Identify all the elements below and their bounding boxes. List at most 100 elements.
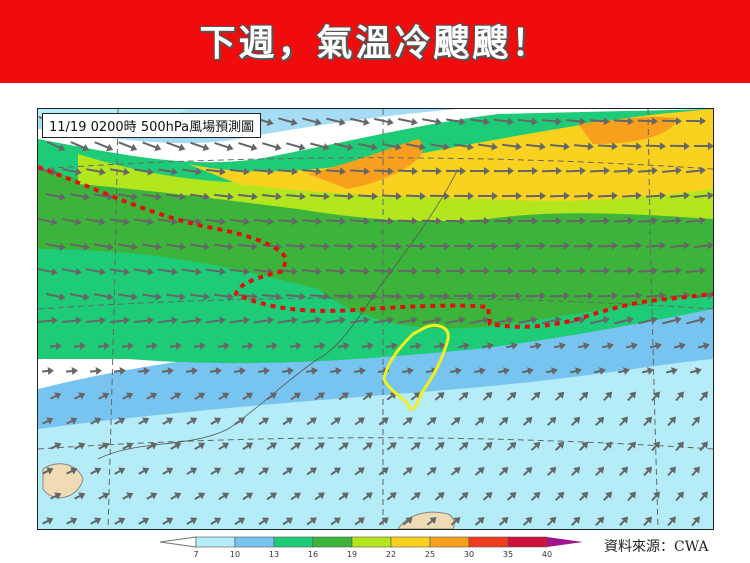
wind-arrow [691, 516, 700, 527]
wind-arrow [525, 241, 546, 250]
wind-arrow [234, 517, 246, 526]
wind-arrow [405, 292, 426, 301]
wind-arrow [142, 141, 162, 152]
wind-arrow [469, 167, 490, 176]
wind-arrow [354, 467, 365, 476]
wind-arrow [565, 266, 586, 275]
colorbar-tick-label: 25 [425, 550, 435, 559]
wind-arrow [41, 367, 54, 375]
wind-arrow [445, 316, 466, 325]
wind-arrow [517, 166, 538, 175]
wind-arrow [85, 167, 106, 176]
wind-arrow [229, 217, 250, 226]
wind-arrow [549, 142, 570, 151]
wind-arrow [42, 517, 54, 525]
wind-arrow [619, 416, 629, 427]
wind-arrow [493, 216, 514, 225]
wind-arrow [453, 242, 474, 251]
wind-arrow [257, 367, 270, 375]
wind-arrow [122, 392, 134, 400]
wind-arrow [450, 517, 461, 526]
wind-arrow [218, 392, 230, 401]
wind-arrows [38, 115, 713, 527]
wind-arrow [349, 267, 370, 276]
wind-arrow [213, 292, 234, 301]
wind-arrow [122, 442, 134, 450]
wind-arrow [373, 167, 394, 176]
wind-arrow [699, 441, 708, 452]
wind-arrow [170, 442, 182, 450]
wind-arrow [614, 316, 634, 325]
wind-arrow [189, 192, 210, 201]
wind-arrow [522, 416, 533, 426]
wind-arrow [619, 466, 629, 477]
wind-arrow [429, 242, 450, 251]
wind-arrow [157, 267, 178, 276]
wind-arrow [669, 241, 690, 250]
wind-arrow [637, 166, 658, 175]
wind-arrow [262, 142, 282, 151]
wind-arrow [571, 466, 581, 476]
wind-arrow [645, 191, 666, 200]
wind-arrow [453, 142, 474, 151]
wind-arrow [285, 192, 306, 201]
wind-arrow [498, 416, 509, 426]
wind-arrow [205, 167, 226, 176]
wind-arrow [546, 516, 557, 526]
wind-arrow [627, 441, 637, 452]
wind-arrow [141, 192, 162, 201]
wind-arrow [362, 392, 373, 401]
wind-arrow [478, 292, 498, 300]
wind-arrow [242, 392, 254, 401]
wind-arrow [397, 217, 418, 226]
wind-arrow [541, 266, 562, 275]
wind-arrow [641, 367, 654, 375]
colorbar-segment [195, 536, 236, 548]
wind-arrow [338, 392, 349, 401]
wind-arrow [133, 267, 154, 276]
wind-arrow [330, 467, 341, 476]
wind-arrow [325, 167, 346, 176]
wind-arrow [571, 516, 581, 526]
coastline [97, 168, 459, 460]
wind-arrow [565, 216, 586, 225]
wind-arrow [185, 367, 198, 375]
wind-arrow [493, 266, 514, 275]
wind-arrow [181, 316, 202, 325]
wind-arrow [498, 466, 509, 476]
wind-arrow [218, 442, 230, 451]
wind-arrow [90, 467, 102, 475]
wind-arrow [253, 167, 274, 176]
wind-arrow [579, 391, 589, 401]
wind-arrow [579, 491, 589, 501]
wind-arrow [699, 491, 708, 502]
wind-arrow [353, 367, 366, 375]
wind-arrow [357, 292, 378, 301]
wind-arrow [458, 442, 469, 451]
wind-arrow [597, 241, 618, 250]
colorbar-segment [234, 536, 275, 548]
wind-arrow [649, 342, 662, 350]
wind-arrow [133, 316, 154, 325]
wind-arrow [373, 217, 394, 226]
wind-arrow [549, 241, 570, 250]
wind-arrow [109, 316, 130, 325]
wind-arrow [474, 467, 485, 476]
wind-arrow [61, 267, 82, 276]
wind-arrow [458, 492, 469, 501]
wind-arrow [85, 316, 106, 325]
wind-arrow [478, 192, 498, 200]
colorbar-tick-label: 19 [347, 550, 357, 559]
wind-arrow [686, 316, 706, 325]
wind-arrow [85, 267, 106, 276]
wind-arrow [378, 467, 389, 476]
wind-arrow [565, 166, 586, 175]
wind-arrow [229, 167, 250, 176]
wind-arrow [146, 492, 158, 500]
wind-arrow [189, 242, 210, 251]
wind-arrow [402, 467, 413, 476]
wind-arrow [381, 292, 402, 301]
wind-arrow [373, 316, 394, 325]
wind-arrow [46, 140, 66, 152]
wind-arrow [555, 391, 565, 401]
